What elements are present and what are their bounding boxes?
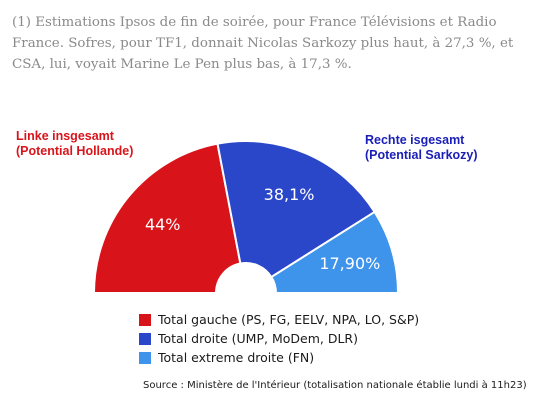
legend-swatch <box>139 332 151 345</box>
data-label-total-extreme-droite: 17,90% <box>319 254 380 273</box>
legend-swatch <box>139 351 151 364</box>
legend-swatch <box>139 313 151 326</box>
left-bloc-label-line2: (Potential Hollande) <box>16 144 134 158</box>
chart-legend: Total gauche (PS, FG, EELV, NPA, LO, S&P… <box>139 310 419 367</box>
left-bloc-label-line1: Linke insgesamt <box>16 129 114 143</box>
legend-item-total-extreme-droite: Total extreme droite (FN) <box>139 348 419 367</box>
right-bloc-label-line1: Rechte isgesamt <box>365 133 465 147</box>
right-bloc-label: Rechte isgesamt (Potential Sarkozy) <box>365 133 478 163</box>
slice-total-gauche <box>92 142 242 294</box>
data-label-total-gauche: 44% <box>145 215 181 234</box>
footnote-text: (1) Estimations Ipsos de fin de soirée, … <box>12 15 514 72</box>
legend-label: Total gauche (PS, FG, EELV, NPA, LO, S&P… <box>158 312 420 327</box>
legend-item-total-droite: Total droite (UMP, MoDem, DLR) <box>139 329 419 348</box>
data-label-total-droite: 38,1% <box>264 185 315 204</box>
source-note: Source : Ministère de l'Intérieur (total… <box>143 380 527 391</box>
legend-item-total-gauche: Total gauche (PS, FG, EELV, NPA, LO, S&P… <box>139 310 419 329</box>
legend-label: Total droite (UMP, MoDem, DLR) <box>158 331 358 346</box>
slice-total-droite <box>216 140 376 279</box>
legend-label: Total extreme droite (FN) <box>158 350 315 365</box>
slice-total-extreme-droite <box>270 210 400 294</box>
left-bloc-label: Linke insgesamt (Potential Hollande) <box>16 129 133 159</box>
right-bloc-label-line2: (Potential Sarkozy) <box>365 148 478 162</box>
